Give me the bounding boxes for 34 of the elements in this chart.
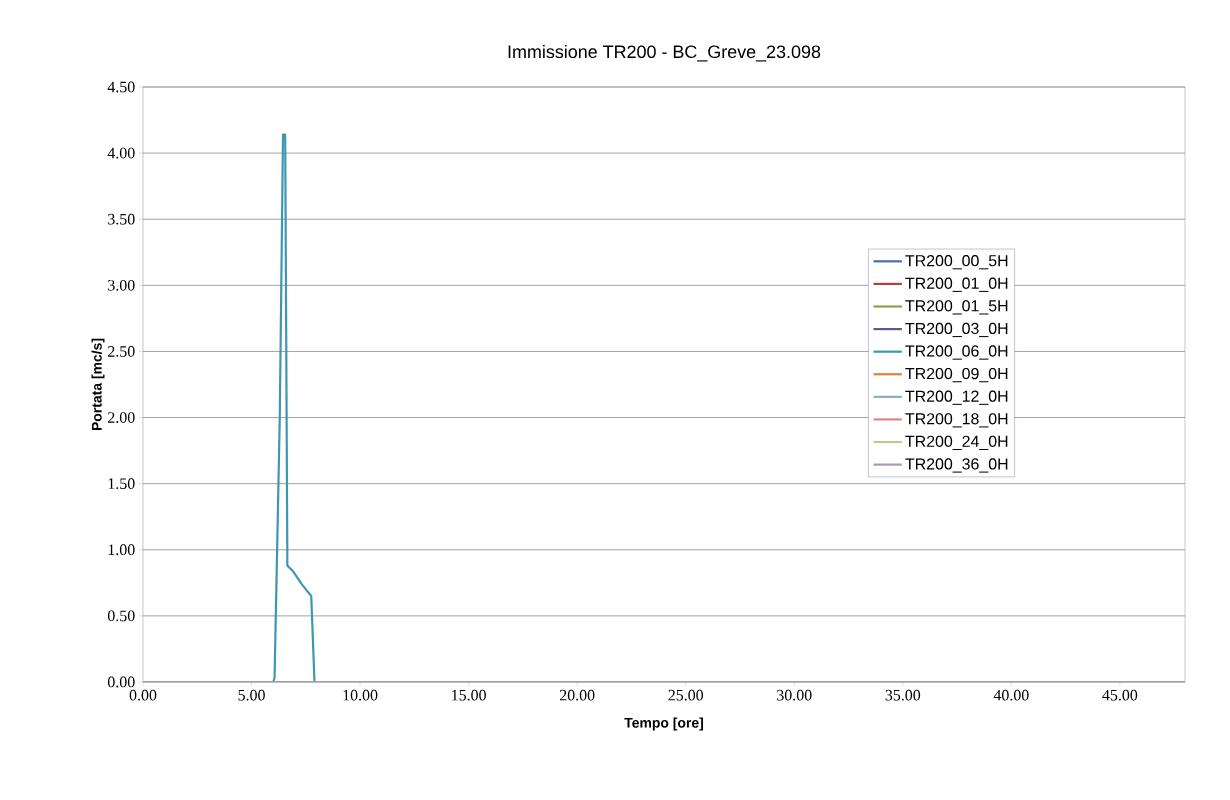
y-tick-label: 0.00 bbox=[107, 676, 135, 688]
legend-label: TR200_24_0H bbox=[905, 435, 1008, 451]
legend-label: TR200_06_0H bbox=[905, 345, 1008, 360]
y-tick-label: 1.00 bbox=[108, 544, 135, 556]
x-tick-label: 45.00 bbox=[1102, 689, 1138, 701]
legend-label: TR200_36_0H bbox=[905, 458, 1008, 473]
legend-label: TR200_12_0H bbox=[905, 390, 1008, 405]
y-tick-label: 1.50 bbox=[108, 478, 135, 490]
x-tick-label: 25.00 bbox=[668, 689, 704, 701]
line-series bbox=[272, 133, 316, 682]
y-tick-label: 2.00 bbox=[108, 412, 135, 423]
legend-label: TR200_01_0H bbox=[905, 277, 1008, 292]
y-axis-title: Portata [mc/s] bbox=[91, 338, 105, 431]
x-tick-label: 35.00 bbox=[885, 689, 921, 701]
x-tick-label: 40.00 bbox=[993, 689, 1029, 701]
x-axis-title: Tempo [ore] bbox=[624, 717, 703, 731]
y-tick-label: 0.50 bbox=[107, 610, 135, 622]
y-tick-label: 4.00 bbox=[107, 147, 135, 159]
legend-label: TR200_03_0H bbox=[905, 322, 1008, 338]
x-tick-label: 10.00 bbox=[343, 689, 378, 701]
legend-label: TR200_01_5H bbox=[905, 300, 1008, 315]
y-tick-label: 3.50 bbox=[108, 213, 135, 225]
y-tick-label: 3.00 bbox=[108, 279, 135, 291]
y-tick-label: 2.50 bbox=[108, 346, 135, 357]
legend-label: TR200_00_5H bbox=[905, 255, 1008, 270]
legend-label: TR200_18_0H bbox=[905, 413, 1008, 428]
chart-title: Immissione TR200 - BC_Greve_23.098 bbox=[508, 44, 821, 62]
x-tick-label: 5.00 bbox=[238, 689, 265, 701]
legend-label: TR200_09_0H bbox=[905, 367, 1008, 383]
y-tick-label: 4.50 bbox=[107, 81, 135, 93]
x-tick-label: 0.00 bbox=[129, 689, 157, 701]
x-tick-label: 20.00 bbox=[559, 689, 595, 701]
x-tick-label: 15.00 bbox=[452, 689, 486, 701]
x-tick-label: 30.00 bbox=[777, 689, 812, 701]
